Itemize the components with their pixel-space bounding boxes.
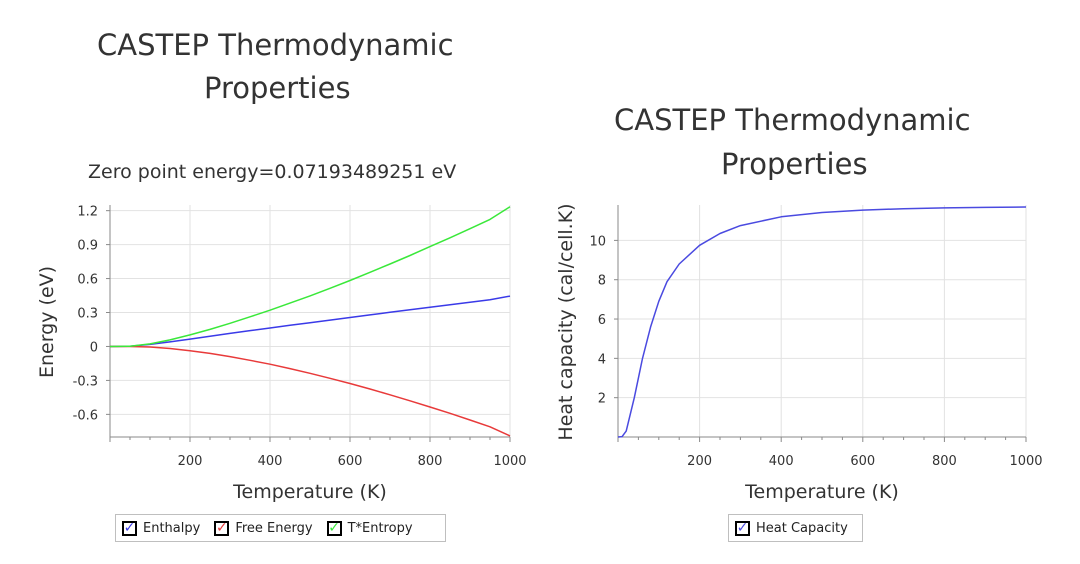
free-energy-checkbox[interactable]: ✓: [214, 520, 230, 536]
left-y-tick-label: 0: [90, 340, 98, 355]
legend-label-t-entropy: T*Entropy: [347, 520, 413, 536]
right-chart-title-line2: Properties: [721, 147, 868, 181]
enthalpy-checkbox[interactable]: ✓: [122, 520, 137, 536]
left-x-tick-label: 800: [418, 454, 443, 469]
right-x-tick-label: 400: [769, 454, 794, 469]
legend-label-enthalpy: Enthalpy: [143, 520, 201, 536]
heat-capacity-checkbox[interactable]: ✓: [735, 520, 750, 536]
right-y-tick-label: 2: [598, 392, 606, 407]
right-x-tick-label: 800: [932, 454, 957, 469]
legend-label-free-energy: Free Energy: [235, 520, 313, 536]
right-y-tick-label: 6: [598, 313, 606, 328]
left-y-tick-label: 0.3: [77, 307, 98, 322]
series-line-t-entropy: [109, 206, 511, 348]
series-line-heat-capacity: [617, 206, 1027, 438]
right-x-tick-label: 600: [850, 454, 875, 469]
series-line-free-energy: [110, 345, 511, 437]
legend-label-heat-capacity: Heat Capacity: [756, 520, 848, 536]
left-legend: ✓ Enthalpy ✓ Free Energy ✓ T*Entropy: [115, 514, 446, 542]
legend-item-enthalpy[interactable]: ✓ Enthalpy: [122, 520, 201, 536]
left-chart-title-line1: CASTEP Thermodynamic: [97, 28, 454, 62]
left-y-tick-label: 1.2: [77, 205, 98, 220]
t-entropy-checkbox[interactable]: ✓: [326, 520, 342, 536]
right-chart-title-line1: CASTEP Thermodynamic: [614, 103, 971, 137]
left-x-tick-label: 1000: [493, 454, 526, 469]
left-x-tick-label: 200: [178, 454, 203, 469]
legend-item-free-energy[interactable]: ✓ Free Energy: [214, 520, 313, 536]
left-y-tick-label: -0.3: [73, 374, 98, 389]
left-chart-subtitle: Zero point energy=0.07193489251 eV: [88, 161, 457, 183]
right-x-axis-label: Temperature (K): [744, 481, 899, 503]
left-x-tick-label: 600: [338, 454, 363, 469]
left-chart-title-line2: Properties: [204, 71, 351, 105]
left-x-tick-label: 400: [258, 454, 283, 469]
left-y-tick-label: -0.6: [73, 408, 98, 423]
right-y-axis-label: Heat capacity (cal/cell.K): [555, 203, 577, 440]
left-y-tick-label: 0.9: [77, 239, 98, 254]
legend-item-heat-capacity[interactable]: ✓ Heat Capacity: [735, 520, 848, 536]
right-y-tick-label: 4: [598, 352, 606, 367]
left-x-axis-label: Temperature (K): [232, 481, 387, 503]
right-x-tick-label: 200: [687, 454, 712, 469]
right-legend: ✓ Heat Capacity: [728, 514, 863, 542]
left-y-axis-label: Energy (eV): [36, 266, 58, 378]
right-x-tick-label: 1000: [1009, 454, 1042, 469]
left-y-tick-label: 0.6: [77, 273, 98, 288]
right-y-tick-label: 8: [598, 274, 606, 289]
series-line-enthalpy: [109, 295, 511, 348]
right-y-tick-label: 10: [589, 234, 606, 249]
legend-item-t-entropy[interactable]: ✓ T*Entropy: [326, 520, 413, 536]
